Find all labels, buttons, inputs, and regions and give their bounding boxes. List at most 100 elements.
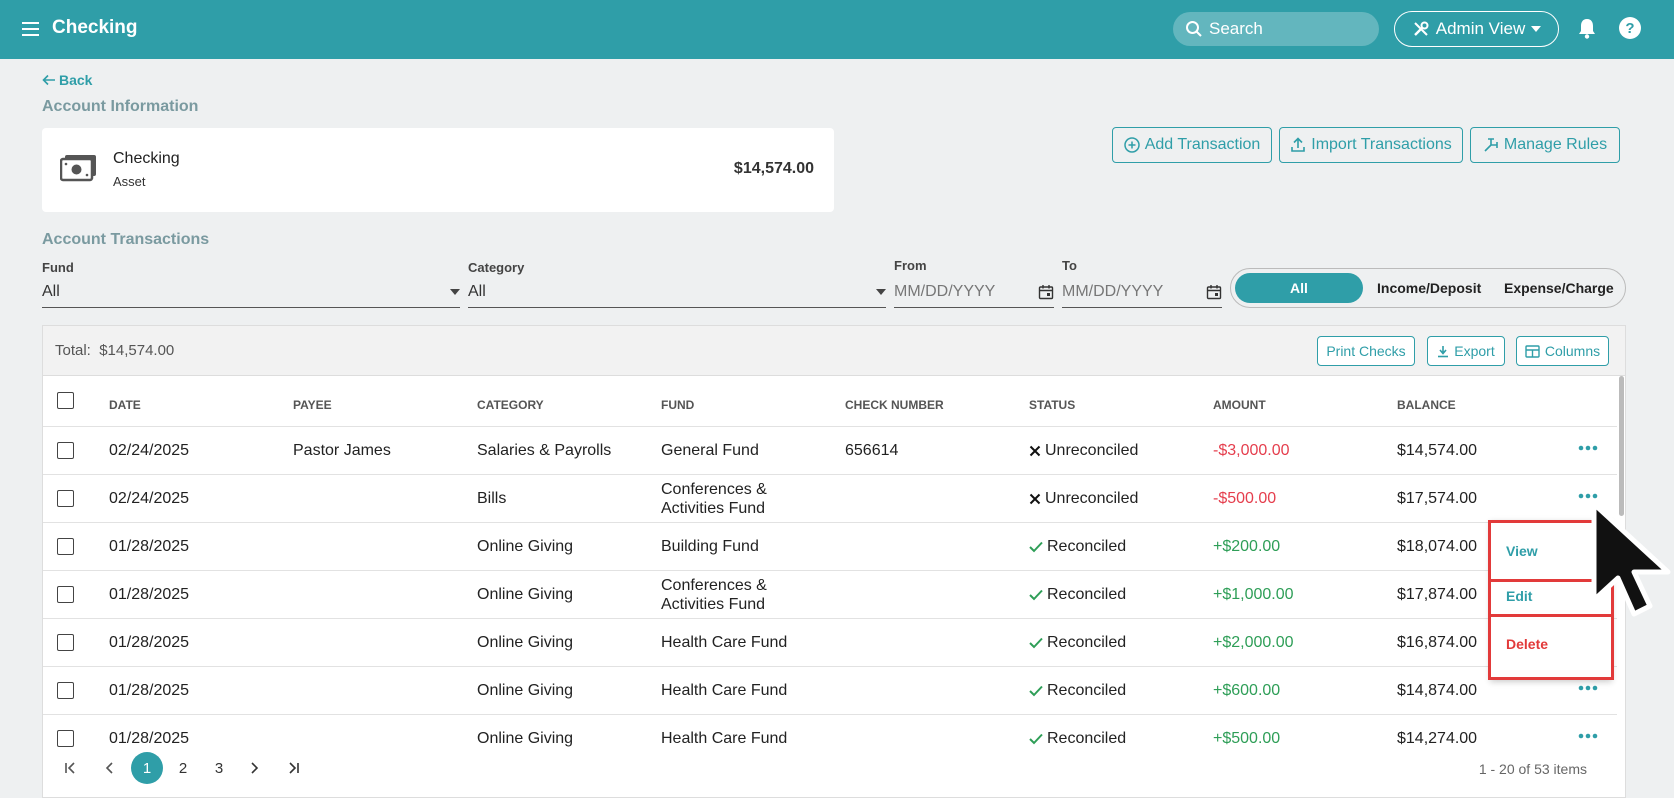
context-view-item[interactable]: View [1506,543,1538,559]
table-toolbar: Total: $14,574.00 Print Checks Export Co… [43,326,1625,376]
export-button[interactable]: Export [1427,336,1505,366]
table-row[interactable]: 02/24/2025 Pastor James Salaries & Payroll… [43,426,1617,474]
column-header-fund[interactable]: FUND [661,398,695,412]
print-checks-button[interactable]: Print Checks [1317,336,1415,366]
hamburger-menu-icon[interactable] [20,18,42,40]
type-option-all[interactable]: All [1235,273,1363,303]
select-all-checkbox[interactable] [57,392,74,409]
cell-category: Online Giving [477,586,574,603]
calendar-icon[interactable] [1206,284,1222,300]
table-row[interactable]: 01/28/2025 Online Giving Conferences & Act… [43,570,1617,618]
cell-status: Reconciled [1029,523,1126,570]
search-input[interactable] [1209,19,1369,39]
cell-category: Bills [477,490,507,507]
row-checkbox[interactable] [57,730,74,747]
x-icon [1029,493,1041,505]
page-button-1[interactable]: 1 [131,752,163,784]
back-link[interactable]: Back [42,72,92,88]
row-checkbox[interactable] [57,634,74,651]
table-row[interactable]: 02/24/2025 Bills Conferences & Activities … [43,474,1617,522]
row-checkbox[interactable] [57,682,74,699]
page-button-3[interactable]: 3 [214,759,224,777]
import-transactions-label: Import Transactions [1311,136,1452,153]
column-header-amount[interactable]: AMOUNT [1213,398,1266,412]
scrollbar-thumb[interactable] [1619,376,1624,516]
cell-balance: $18,074.00 [1397,538,1478,555]
cell-fund: Conferences & Activities Fund [661,576,767,613]
calendar-icon[interactable] [1038,284,1054,300]
type-option-income[interactable]: Income/Deposit [1377,280,1482,296]
page-button-2[interactable]: 2 [178,759,188,777]
table-row[interactable]: 01/28/2025 Online Giving Building Fund +$20… [43,522,1617,570]
cell-fund: Health Care Fund [661,730,788,747]
row-checkbox[interactable] [57,538,74,555]
table-scrollbar[interactable] [1618,376,1625,797]
cell-amount: +$600.00 [1213,682,1281,699]
column-header-payee[interactable]: PAYEE [293,398,332,412]
row-checkbox[interactable] [57,442,74,459]
row-checkbox[interactable] [57,490,74,507]
row-checkbox[interactable] [57,586,74,603]
column-header-status[interactable]: STATUS [1029,398,1076,412]
add-transaction-label: Add Transaction [1144,136,1261,153]
notifications-bell-icon[interactable] [1577,17,1597,39]
cell-category: Salaries & Payrolls [477,442,612,459]
add-transaction-button[interactable]: Add Transaction [1112,127,1272,163]
prev-page-button[interactable] [93,752,125,784]
column-header-balance[interactable]: BALANCE [1397,398,1456,412]
cell-date: 01/28/2025 [109,538,190,555]
cell-status: Unreconciled [1029,475,1138,522]
context-delete-item[interactable]: Delete [1506,636,1549,652]
download-icon [1437,345,1449,358]
column-header-date[interactable]: DATE [109,398,141,412]
row-actions-icon[interactable] [1578,493,1598,499]
total-value: $14,574.00 [99,342,175,359]
row-actions-icon[interactable] [1578,733,1598,739]
first-page-button[interactable] [55,752,87,784]
cell-date: 02/24/2025 [109,490,190,507]
cell-balance: $16,874.00 [1397,634,1478,651]
table-row[interactable]: 01/28/2025 Online Giving Health Care Fund +… [43,618,1617,666]
import-transactions-button[interactable]: Import Transactions [1279,127,1463,163]
export-label: Export [1454,343,1495,359]
admin-view-dropdown[interactable]: Admin View [1394,11,1559,47]
caret-down-icon [1531,26,1542,32]
check-icon [1029,637,1043,649]
table-row[interactable]: 01/28/2025 Online Giving Health Care Fund +… [43,714,1617,762]
table-columns-icon [1525,344,1540,358]
to-date-input[interactable]: MM/DD/YYYY [1062,276,1222,308]
row-actions-icon[interactable] [1578,445,1598,451]
cell-amount: +$500.00 [1213,730,1281,747]
cell-status: Reconciled [1029,571,1126,618]
status-label: Unreconciled [1045,490,1139,507]
cell-category: Online Giving [477,634,574,651]
type-option-expense[interactable]: Expense/Charge [1504,280,1614,296]
total-label: Total: [55,342,91,359]
next-page-button[interactable] [239,752,271,784]
caret-down-icon [876,288,886,295]
column-header-check-number[interactable]: CHECK NUMBER [845,398,944,412]
context-edit-item[interactable]: Edit [1506,588,1533,604]
cell-category: Online Giving [477,538,574,555]
from-date-input[interactable]: MM/DD/YYYY [894,276,1054,308]
search-box[interactable] [1173,12,1379,46]
help-icon[interactable]: ? [1618,16,1642,40]
columns-button[interactable]: Columns [1516,336,1609,366]
chevron-left-icon [104,761,114,775]
cell-status: Unreconciled [1029,427,1138,474]
row-context-menu: View Edit Delete [1490,520,1612,680]
cell-fund: General Fund [661,442,759,459]
fund-filter-select[interactable]: All [42,276,460,308]
pagination: 1 2 3 1 - 20 of 53 items [43,738,1625,797]
columns-label: Columns [1544,343,1601,359]
last-page-button[interactable] [277,752,309,784]
last-page-icon [286,761,300,775]
money-icon [60,152,98,182]
cell-date: 01/28/2025 [109,682,190,699]
column-header-category[interactable]: CATEGORY [477,398,544,412]
category-filter-select[interactable]: All [468,276,886,308]
row-actions-icon[interactable] [1578,685,1598,691]
page-title: Checking [52,17,138,38]
table-row[interactable]: 01/28/2025 Online Giving Health Care Fund +… [43,666,1617,714]
manage-rules-button[interactable]: Manage Rules [1470,127,1620,163]
